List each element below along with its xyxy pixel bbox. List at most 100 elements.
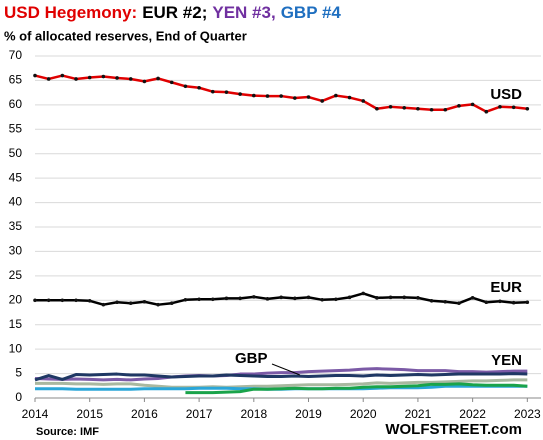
y-tick-label: 50 xyxy=(9,146,23,160)
y-tick-label: 45 xyxy=(9,170,23,184)
x-tick-label: 2016 xyxy=(131,407,158,421)
data-point xyxy=(101,302,106,307)
data-point xyxy=(46,298,51,303)
y-tick-label: 55 xyxy=(9,121,23,135)
data-point xyxy=(224,296,229,301)
data-point xyxy=(416,296,420,300)
y-tick-label: 35 xyxy=(9,219,23,233)
data-point xyxy=(238,296,242,301)
annotation-arrow xyxy=(271,363,301,376)
chart-subtitle: % of allocated reserves, End of Quarter xyxy=(4,28,247,43)
chart-title: USD Hegemony: EUR #2; YEN #3, GBP #4 xyxy=(4,3,341,22)
y-tick-label: 5 xyxy=(15,366,22,380)
data-point xyxy=(46,77,51,81)
title-part: YEN #3, xyxy=(212,3,275,22)
data-point xyxy=(169,80,174,85)
data-point xyxy=(457,301,461,306)
series-label: EUR xyxy=(490,279,522,296)
data-point xyxy=(197,85,201,90)
data-point xyxy=(128,77,133,81)
data-point xyxy=(238,92,242,96)
title-part: EUR #2; xyxy=(142,3,207,22)
y-tick-label: 65 xyxy=(9,73,23,87)
data-point xyxy=(197,297,201,302)
data-point xyxy=(388,295,393,300)
data-point xyxy=(361,99,366,103)
y-tick-label: 25 xyxy=(9,268,23,282)
data-point xyxy=(115,300,119,305)
data-point xyxy=(74,77,78,81)
data-point xyxy=(265,297,270,301)
x-tick-label: 2014 xyxy=(22,407,49,421)
series-line xyxy=(34,74,528,113)
data-point xyxy=(511,105,516,110)
data-point xyxy=(443,107,448,112)
data-point xyxy=(470,296,475,300)
data-point xyxy=(183,84,188,89)
data-point xyxy=(470,102,475,107)
data-point xyxy=(210,297,215,302)
data-point xyxy=(279,295,283,300)
data-point xyxy=(183,297,188,302)
data-point xyxy=(293,296,297,301)
data-point xyxy=(498,299,502,304)
x-tick-label: 2018 xyxy=(240,407,267,421)
data-point xyxy=(361,291,366,296)
series-label: USD xyxy=(490,86,522,103)
data-point xyxy=(306,295,311,300)
data-point xyxy=(402,105,407,110)
series-line xyxy=(35,378,528,389)
data-point xyxy=(429,107,434,112)
data-point xyxy=(388,105,393,109)
x-tick-label: 2019 xyxy=(295,407,322,421)
y-tick-label: 40 xyxy=(9,195,23,209)
data-point xyxy=(525,300,530,305)
data-point xyxy=(87,75,92,80)
series-label: YEN xyxy=(491,352,522,369)
data-point xyxy=(128,301,133,306)
data-point xyxy=(525,106,530,111)
source: Source: IMF xyxy=(36,426,99,438)
data-point xyxy=(334,297,338,302)
x-tick-label: 2017 xyxy=(186,407,213,421)
data-point xyxy=(142,79,147,84)
data-point xyxy=(320,297,324,302)
data-point xyxy=(60,73,65,78)
data-point xyxy=(511,300,516,305)
data-point xyxy=(74,298,78,303)
title-part: GBP #4 xyxy=(281,3,342,22)
data-point xyxy=(60,298,65,303)
data-point xyxy=(169,301,174,306)
data-point xyxy=(224,90,229,94)
x-tick-label: 2015 xyxy=(76,407,103,421)
series-line xyxy=(34,367,528,382)
y-tick-label: 10 xyxy=(9,341,23,355)
x-tick-label: 2020 xyxy=(350,407,377,421)
data-point xyxy=(443,299,448,304)
credit: WOLFSTREET.com xyxy=(385,421,522,438)
data-point xyxy=(115,76,119,80)
data-point xyxy=(210,89,215,94)
data-point xyxy=(402,295,407,300)
data-point xyxy=(334,93,338,98)
series-line xyxy=(34,372,528,382)
y-tick-label: 30 xyxy=(9,244,23,258)
data-point xyxy=(293,96,297,100)
data-point xyxy=(252,295,256,299)
series-line xyxy=(185,382,528,395)
data-point xyxy=(457,104,461,108)
data-point xyxy=(306,95,311,99)
data-point xyxy=(416,106,420,111)
data-point xyxy=(279,94,283,98)
data-point xyxy=(33,298,37,303)
data-point xyxy=(484,109,489,114)
data-point xyxy=(156,302,160,307)
data-point xyxy=(484,300,489,305)
data-point xyxy=(265,94,270,98)
data-point xyxy=(33,73,37,78)
y-tick-label: 60 xyxy=(9,97,23,111)
data-point xyxy=(252,93,256,98)
data-point xyxy=(347,95,352,100)
series-label: GBP xyxy=(235,350,268,367)
